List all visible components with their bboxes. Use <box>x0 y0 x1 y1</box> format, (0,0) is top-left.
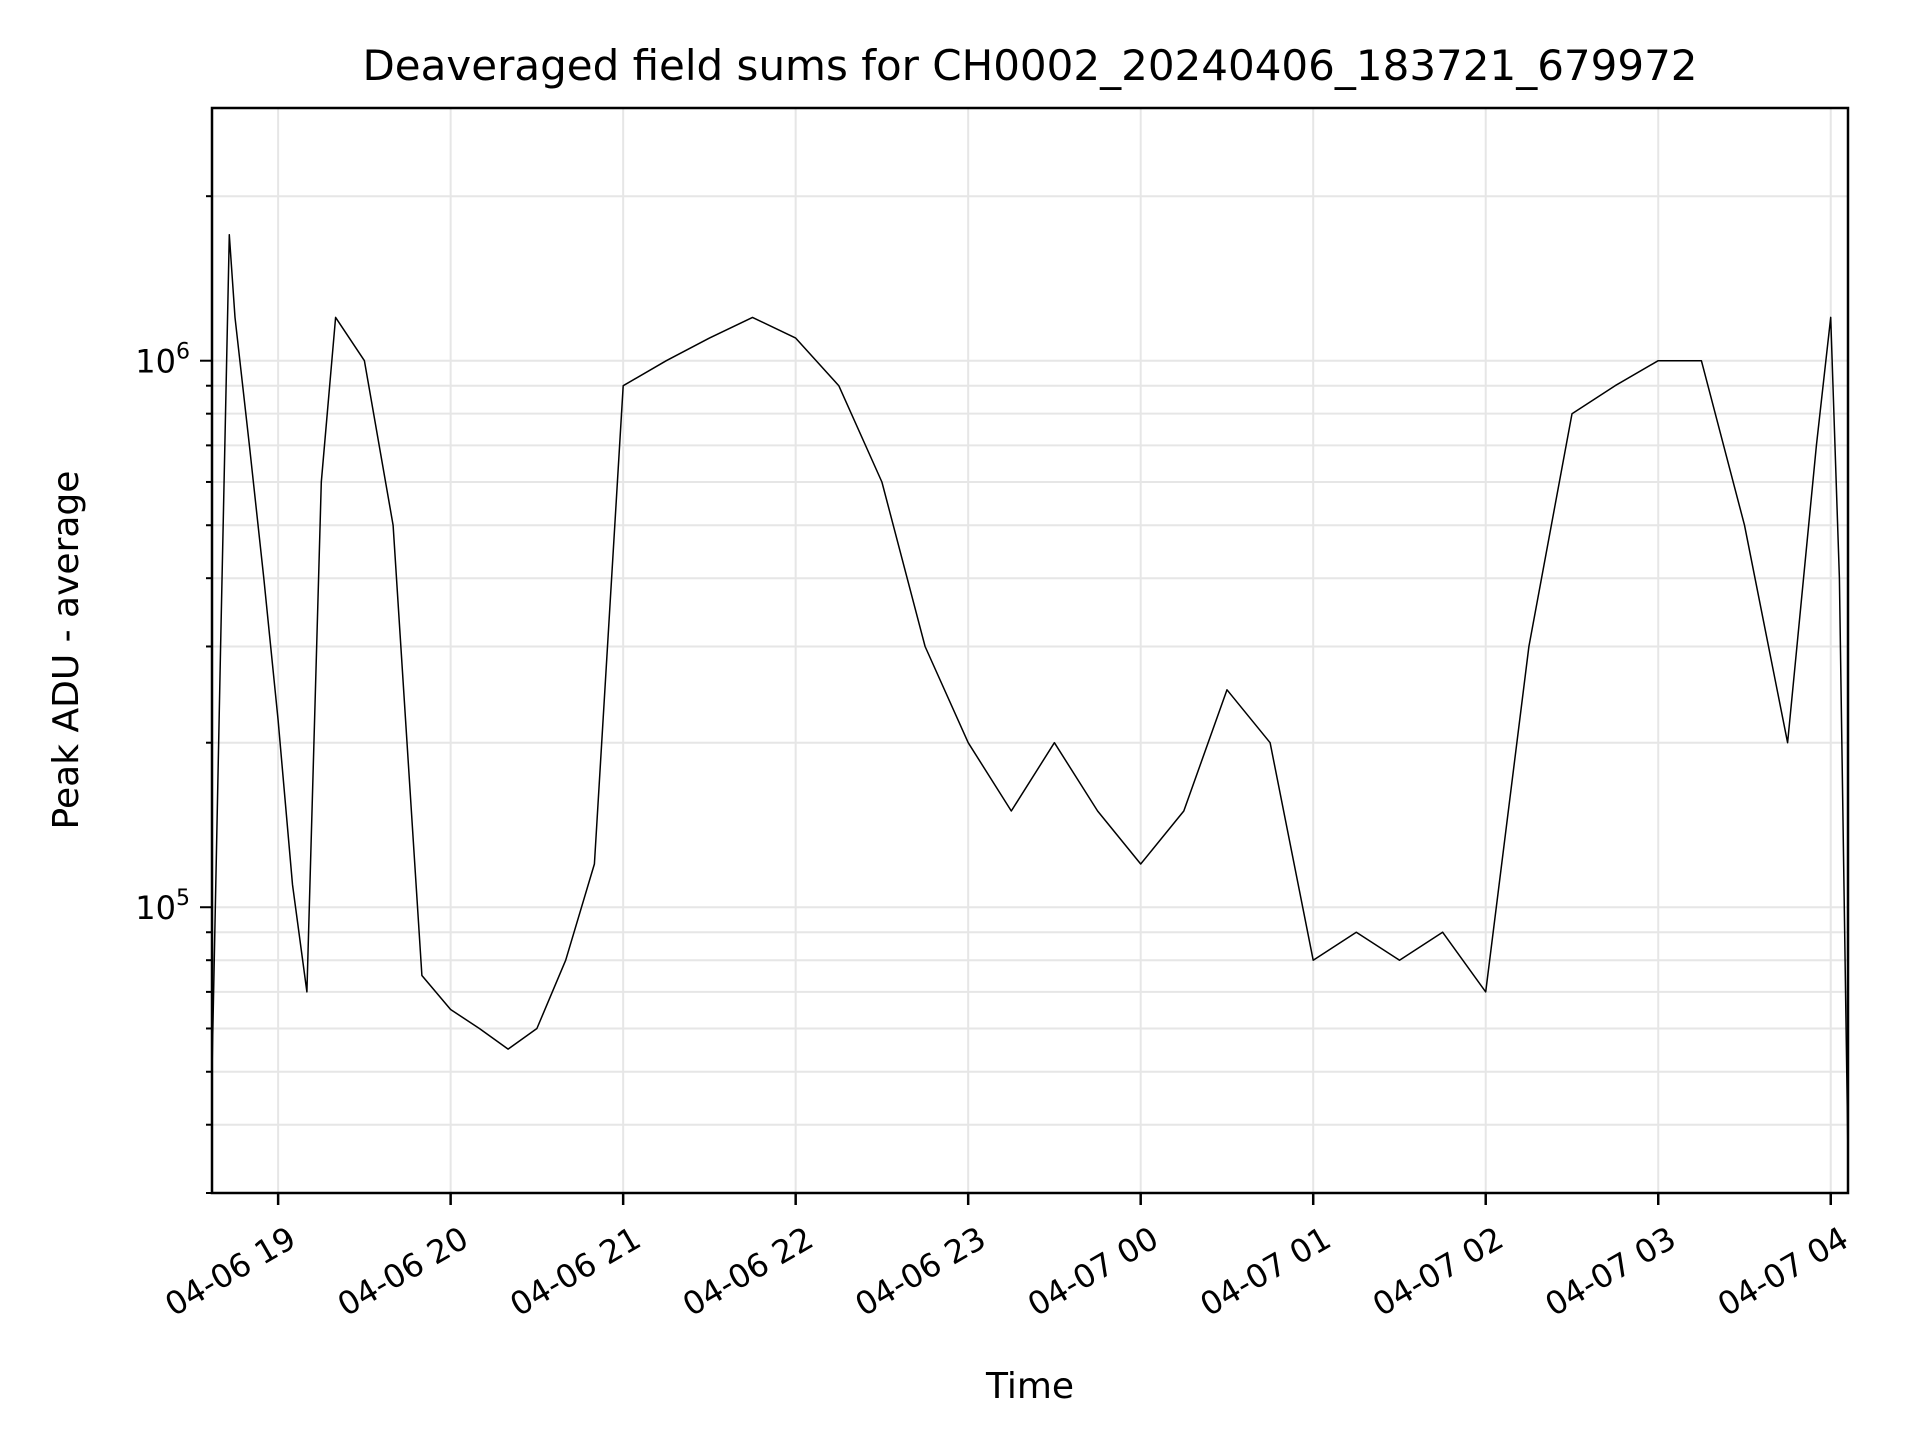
x-tick-label: 04-07 00 <box>1021 1219 1165 1324</box>
chart-title: Deaveraged field sums for CH0002_2024040… <box>362 41 1697 90</box>
x-tick-label: 04-07 02 <box>1366 1219 1510 1324</box>
x-tick-label: 04-07 03 <box>1539 1219 1683 1324</box>
x-tick-label: 04-07 04 <box>1711 1219 1855 1324</box>
x-tick-label: 04-06 19 <box>159 1219 303 1324</box>
x-tick-label: 04-06 21 <box>504 1219 648 1324</box>
plot-frame <box>210 106 1850 1195</box>
y-tick-label: 106 <box>135 340 190 381</box>
grid <box>212 108 1848 1194</box>
x-tick-label: 04-07 01 <box>1194 1219 1338 1324</box>
x-tick-label: 04-06 23 <box>849 1219 993 1324</box>
x-tick-label: 04-06 20 <box>331 1219 475 1324</box>
series-line <box>211 234 1849 1157</box>
x-axis: 04-06 19 04-06 20 04-06 21 04-06 22 04-06 23… <box>159 1193 1855 1324</box>
y-axis-label: Peak ADU - average <box>46 471 87 830</box>
x-tick-label: 04-06 22 <box>676 1219 820 1324</box>
y-tick-label: 105 <box>135 886 190 927</box>
series <box>211 234 1849 1157</box>
y-axis: 105 106 <box>135 195 212 1194</box>
x-axis-label: Time <box>985 1366 1074 1407</box>
